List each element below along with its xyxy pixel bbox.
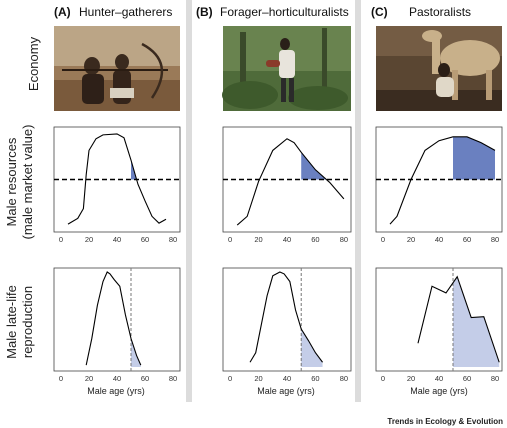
panel-a-reproduction-frame bbox=[53, 267, 181, 372]
panel-b-resources-tick-label: 60 bbox=[311, 235, 319, 244]
panel-c-resources-chart: 0 20 40 60 80 bbox=[375, 126, 503, 244]
panel-c-reproduction-tick-label: 0 bbox=[381, 374, 385, 383]
x-axis-label-b: Male age (yrs) bbox=[257, 386, 315, 396]
panel-a-resources-tick-label: 60 bbox=[141, 235, 149, 244]
panel-a-resources-tick-label: 40 bbox=[113, 235, 121, 244]
panel-a-reproduction-curve bbox=[85, 271, 142, 366]
panel-c-resources-tick-label: 60 bbox=[463, 235, 471, 244]
row-label-reproduction-1: Male late-life bbox=[4, 285, 19, 359]
panel-c-reproduction-chart: 0 20 40 60 80 bbox=[375, 267, 503, 383]
panel-b-resources-chart: 0 20 40 60 80 bbox=[222, 126, 352, 244]
panel-a-resources-tick-label: 80 bbox=[169, 235, 177, 244]
photo-hunter-gatherers bbox=[54, 26, 180, 111]
panel-b-reproduction-tick-label: 40 bbox=[283, 374, 291, 383]
panel-c-reproduction-shaded-area bbox=[453, 276, 500, 367]
panel-a-letter: (A) bbox=[54, 5, 71, 19]
column-separator bbox=[355, 0, 361, 402]
panel-c-reproduction-tick-label: 20 bbox=[407, 374, 415, 383]
panel-b-reproduction-frame bbox=[222, 267, 352, 372]
plots: 0 20 40 60 80 0 20 40 60 80 0 20 40 60 80 0 20 40 60 80 0 20 4… bbox=[53, 126, 503, 383]
photo-pastoralists bbox=[376, 26, 502, 111]
panel-b-resources-tick-label: 20 bbox=[254, 235, 262, 244]
panel-b-reproduction-tick-label: 20 bbox=[254, 374, 262, 383]
panel-c-resources-tick-label: 0 bbox=[381, 235, 385, 244]
row-label-reproduction-2: reproduction bbox=[20, 286, 35, 358]
panel-b-letter: (B) bbox=[196, 5, 213, 19]
panel-b-resources-tick-label: 40 bbox=[283, 235, 291, 244]
panel-a-reproduction-chart: 0 20 40 60 80 bbox=[53, 267, 181, 383]
panel-c-resources-tick-label: 20 bbox=[407, 235, 415, 244]
panel-b-reproduction-tick-label: 0 bbox=[228, 374, 232, 383]
panel-a-title: Hunter–gatherers bbox=[79, 5, 172, 19]
row-label-resources-2: (male market value) bbox=[20, 125, 35, 240]
panel-b-reproduction-tick-label: 80 bbox=[340, 374, 348, 383]
row-label-resources-1: Male resources bbox=[4, 137, 19, 226]
panel-a-reproduction-tick-label: 0 bbox=[59, 374, 63, 383]
panel-b-resources-tick-label: 0 bbox=[228, 235, 232, 244]
x-axis-label-c: Male age (yrs) bbox=[410, 386, 468, 396]
photo-forager-horticulturalists bbox=[222, 26, 351, 111]
panel-a-resources-tick-label: 20 bbox=[85, 235, 93, 244]
x-axis-label-a: Male age (yrs) bbox=[87, 386, 145, 396]
panel-b-reproduction-curve bbox=[249, 271, 323, 363]
row-label-economy: Economy bbox=[26, 36, 41, 91]
panel-c-reproduction-frame bbox=[375, 267, 503, 372]
panel-c-resources-tick-label: 80 bbox=[491, 235, 499, 244]
panel-c-reproduction-tick-label: 60 bbox=[463, 374, 471, 383]
panel-c-resources-tick-label: 40 bbox=[435, 235, 443, 244]
panel-a-resources-chart: 0 20 40 60 80 bbox=[53, 126, 181, 244]
panel-c-title: Pastoralists bbox=[409, 5, 471, 19]
panel-a-reproduction-tick-label: 20 bbox=[85, 374, 93, 383]
panel-a-reproduction-tick-label: 80 bbox=[169, 374, 177, 383]
panel-c-resources-shaded-area bbox=[453, 136, 495, 180]
panel-b-reproduction-tick-label: 60 bbox=[311, 374, 319, 383]
column-separator bbox=[186, 0, 192, 402]
panel-a-reproduction-tick-label: 40 bbox=[113, 374, 121, 383]
panel-c-letter: (C) bbox=[371, 5, 388, 19]
journal-credit: Trends in Ecology & Evolution bbox=[387, 417, 503, 426]
panel-c-reproduction-curve bbox=[417, 275, 500, 363]
panel-c-reproduction-tick-label: 80 bbox=[491, 374, 499, 383]
panel-c-resources-curve bbox=[389, 136, 496, 225]
panel-b-resources-shaded-area bbox=[301, 152, 327, 180]
panel-c-reproduction-tick-label: 40 bbox=[435, 374, 443, 383]
panel-a-resources-tick-label: 0 bbox=[59, 235, 63, 244]
panel-b-reproduction-chart: 0 20 40 60 80 bbox=[222, 267, 352, 383]
panel-a-resources-curve bbox=[67, 133, 167, 225]
panel-a-reproduction-tick-label: 60 bbox=[141, 374, 149, 383]
panel-b-resources-curve bbox=[236, 138, 345, 226]
panel-b-resources-tick-label: 80 bbox=[340, 235, 348, 244]
panel-b-title: Forager–horticulturalists bbox=[220, 5, 349, 19]
